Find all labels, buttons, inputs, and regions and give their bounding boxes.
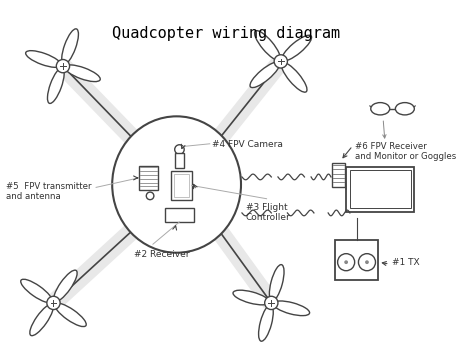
Circle shape [56,59,70,73]
Bar [350,170,410,208]
Ellipse shape [233,290,269,305]
Ellipse shape [273,301,310,316]
Circle shape [175,145,184,154]
Ellipse shape [62,29,78,64]
Circle shape [365,260,369,264]
Circle shape [358,254,375,271]
Text: #2 Receiver: #2 Receiver [134,250,190,259]
Ellipse shape [282,35,311,61]
Ellipse shape [26,51,61,67]
Bar [174,174,189,197]
Bar [139,165,158,190]
Circle shape [264,296,278,309]
Ellipse shape [259,305,273,341]
Circle shape [337,254,355,271]
Bar [165,208,194,222]
Ellipse shape [54,270,77,302]
Circle shape [47,296,60,309]
Bar [171,171,192,200]
Bar [335,240,378,280]
Text: Quadcopter wiring diagram: Quadcopter wiring diagram [112,26,340,41]
Text: #1 TX: #1 TX [392,258,419,267]
Ellipse shape [47,68,64,103]
Bar [175,153,184,168]
Ellipse shape [112,116,241,253]
Text: #5  FPV transmitter
and antenna: #5 FPV transmitter and antenna [6,182,91,201]
Ellipse shape [371,102,390,115]
Text: #4 FPV Camera: #4 FPV Camera [212,140,283,149]
Ellipse shape [282,63,307,92]
Circle shape [344,260,348,264]
Ellipse shape [269,265,284,301]
Bar [346,166,414,212]
Text: #6 FPV Receiver
and Monitor or Goggles: #6 FPV Receiver and Monitor or Goggles [355,142,456,161]
Circle shape [274,55,287,68]
Bar [332,163,345,187]
Ellipse shape [255,31,280,60]
Ellipse shape [395,102,414,115]
Text: #3 Flight
Controller: #3 Flight Controller [246,202,291,222]
Ellipse shape [21,279,52,303]
Circle shape [146,192,154,200]
Ellipse shape [65,65,100,82]
Ellipse shape [30,304,53,336]
Ellipse shape [250,62,280,88]
Ellipse shape [55,303,86,327]
